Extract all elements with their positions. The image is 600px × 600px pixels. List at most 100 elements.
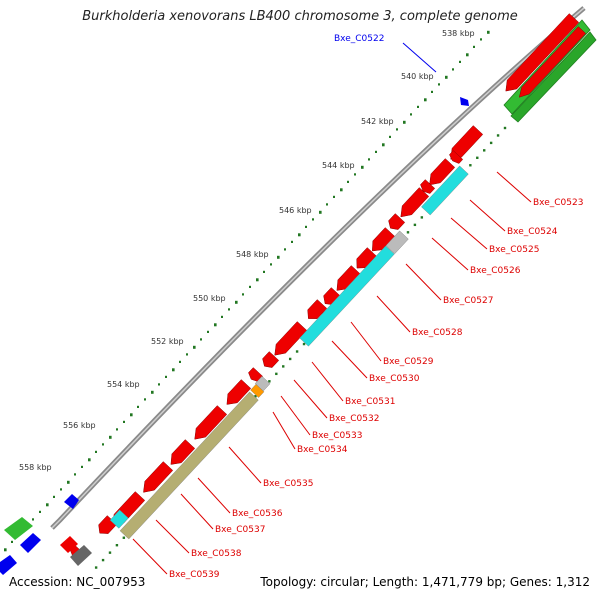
scale-tick	[256, 278, 259, 282]
scale-tick	[410, 113, 412, 116]
inner-tick	[94, 566, 98, 569]
scale-tick	[32, 518, 34, 521]
scale-tick	[179, 360, 181, 363]
inner-tick	[483, 149, 486, 152]
gene-leader-line	[155, 519, 190, 554]
scale-tick	[172, 368, 175, 372]
blue-feature-558	[64, 494, 79, 509]
scale-tick	[67, 480, 70, 484]
scale-tick	[151, 390, 154, 394]
scale-tick-track	[4, 30, 490, 552]
gene-label: Bxe_C0534	[297, 445, 348, 455]
scale-tick	[417, 105, 419, 108]
cds-arrow-6	[372, 227, 396, 252]
cds-arrow-11	[274, 321, 308, 356]
scale-label-550: 550 kbp	[193, 294, 226, 303]
gene-leader-line	[197, 477, 231, 514]
scale-tick	[466, 53, 469, 57]
scale-tick	[158, 383, 160, 386]
scale-tick	[109, 435, 112, 439]
inner-tick	[302, 342, 306, 346]
gene-label: Bxe_C0524	[507, 227, 558, 237]
inner-tick	[476, 156, 479, 159]
gray-left-small	[70, 545, 92, 566]
accession-text: Accession: NC_007953	[9, 575, 146, 589]
gene-label: Bxe_C0537	[215, 525, 265, 535]
scale-tick	[53, 495, 55, 498]
gene-label: Bxe_C0526	[470, 266, 521, 276]
scale-label-556: 556 kbp	[63, 421, 96, 430]
scale-tick	[214, 323, 217, 327]
scale-tick	[473, 45, 475, 48]
cds-track	[60, 13, 587, 566]
scale-label-546: 546 kbp	[279, 206, 312, 215]
inner-tick	[268, 380, 271, 383]
inner-tick	[295, 350, 299, 353]
blue-gene-label: Bxe_C0522	[334, 34, 384, 44]
cds-arrow-15	[194, 405, 228, 440]
scale-label-540: 540 kbp	[401, 72, 434, 81]
cds-arrow-7	[356, 247, 378, 269]
gene-leader-line	[431, 237, 469, 271]
inner-tick	[496, 134, 500, 137]
scale-tick	[102, 443, 104, 446]
blue-label-leader	[402, 42, 437, 73]
scale-tick	[60, 488, 62, 491]
cds-arrow-10	[307, 299, 328, 319]
gene-leader-line	[350, 321, 382, 362]
inner-tick	[406, 231, 410, 234]
cds-arrow-5	[388, 213, 406, 230]
gene-leader-line	[228, 446, 262, 484]
scale-tick	[438, 83, 440, 86]
gene-label: Bxe_C0535	[263, 479, 313, 489]
green-feature-top-2	[510, 31, 597, 123]
gene-leader-line	[450, 217, 488, 250]
cds-arrow-8	[336, 265, 362, 291]
scale-tick	[123, 420, 125, 423]
scale-tick	[424, 98, 427, 102]
gene-label: Bxe_C0528	[412, 328, 463, 338]
gene-leader-line	[331, 340, 368, 379]
scale-tick	[116, 428, 118, 431]
cds-arrow-17	[143, 461, 174, 493]
scale-tick	[382, 143, 385, 147]
inner-tick	[420, 216, 424, 219]
scale-label-554: 554 kbp	[107, 380, 140, 389]
scale-tick	[46, 503, 49, 507]
gene-label: Bxe_C0529	[383, 357, 434, 367]
inner-tick	[288, 357, 292, 361]
gene-leader-line	[180, 493, 214, 530]
scale-tick	[431, 90, 433, 93]
scale-tick	[270, 263, 272, 266]
blue-feature-left-2	[0, 555, 17, 575]
gene-labels: Bxe_C0523 Bxe_C0524 Bxe_C0525 Bxe_C0526 Bxe_…	[132, 171, 583, 580]
gene-leader-line	[405, 263, 442, 301]
gene-label: Bxe_C0532	[329, 414, 379, 424]
orange-hit-1	[250, 383, 265, 398]
scale-tick	[368, 158, 370, 161]
inner-tick	[489, 141, 493, 145]
scale-tick	[284, 248, 286, 251]
scale-label-558: 558 kbp	[19, 463, 52, 472]
scale-tick	[95, 450, 97, 453]
cds-arrow-2	[429, 158, 456, 186]
scale-tick	[375, 150, 377, 153]
scale-tick	[347, 180, 349, 183]
gray-hit-1	[385, 230, 409, 254]
scale-tick	[242, 293, 244, 296]
scale-tick	[326, 203, 328, 206]
scale-tick	[305, 225, 307, 228]
gene-label: Bxe_C0527	[443, 296, 493, 306]
scale-label-538: 538 kbp	[442, 29, 475, 38]
inner-tick	[115, 544, 119, 547]
cds-arrow-top	[505, 13, 580, 92]
scale-tick	[277, 255, 280, 259]
gene-leader-line	[376, 295, 411, 333]
scale-tick	[165, 375, 167, 378]
scale-tick	[249, 285, 251, 288]
scale-tick	[333, 195, 335, 198]
genome-summary-text: Topology: circular; Length: 1,471,779 bp…	[260, 575, 590, 589]
gene-leader-line	[132, 538, 168, 575]
scale-tick	[263, 270, 265, 273]
